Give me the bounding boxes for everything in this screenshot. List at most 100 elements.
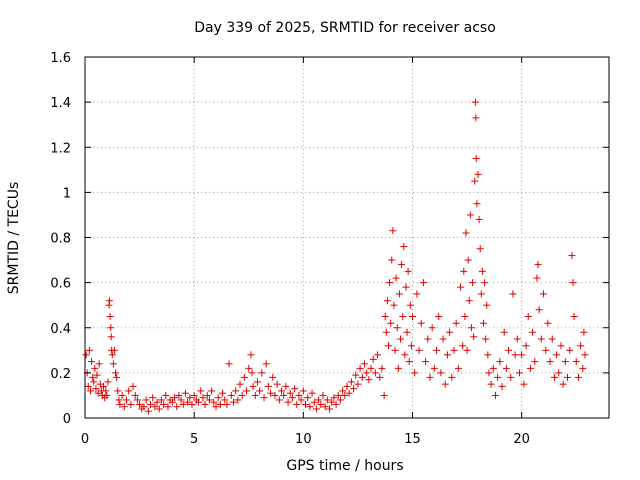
data-point: [479, 319, 487, 327]
data-point: [208, 387, 216, 395]
data-point: [160, 400, 168, 408]
data-point: [369, 355, 377, 363]
data-point: [387, 319, 395, 327]
data-point: [382, 328, 390, 336]
y-tick-label: 1: [63, 186, 71, 201]
data-point: [330, 394, 338, 402]
data-point: [454, 364, 462, 372]
data-point: [248, 369, 256, 377]
data-point: [310, 398, 318, 406]
data-point: [92, 385, 100, 393]
data-point: [275, 396, 283, 404]
x-tick-label: 0: [81, 432, 89, 447]
data-point: [302, 400, 310, 408]
data-point: [147, 400, 154, 408]
data-point: [115, 396, 123, 404]
data-point: [312, 405, 320, 413]
data-point: [404, 267, 412, 275]
data-point: [417, 319, 425, 327]
data-point: [299, 387, 307, 395]
data-point: [574, 373, 582, 381]
data-point: [273, 380, 281, 388]
data-point: [181, 389, 189, 397]
data-point: [475, 215, 483, 223]
data-point: [264, 382, 272, 390]
data-point: [533, 274, 541, 282]
data-point: [91, 364, 99, 372]
data-point: [526, 364, 534, 372]
data-point: [86, 387, 94, 395]
data-series-srmtid: [82, 98, 589, 415]
data-point: [537, 335, 545, 343]
data-point: [341, 391, 349, 399]
data-point: [114, 387, 122, 395]
data-point: [579, 364, 587, 372]
data-point: [401, 351, 409, 359]
data-point: [195, 398, 203, 406]
data-point: [102, 387, 110, 395]
data-point: [580, 328, 588, 336]
data-point: [544, 319, 552, 327]
x-axis-title: GPS time / hours: [286, 458, 403, 474]
data-point: [129, 382, 137, 390]
data-point: [511, 351, 519, 359]
data-point: [151, 403, 159, 411]
data-point: [518, 351, 526, 359]
data-point: [465, 297, 473, 305]
data-point: [247, 351, 255, 359]
data-point: [107, 333, 115, 341]
data-point: [262, 360, 270, 368]
x-tick-label: 15: [404, 432, 421, 447]
data-point: [441, 380, 449, 388]
data-point: [153, 398, 161, 406]
data-point: [469, 279, 477, 287]
data-point: [381, 312, 389, 320]
data-point: [570, 312, 578, 320]
data-point: [482, 335, 490, 343]
data-point: [374, 351, 382, 359]
data-point: [157, 396, 165, 404]
data-point: [428, 324, 436, 332]
data-point: [448, 373, 456, 381]
data-point: [201, 400, 209, 408]
data-point: [93, 371, 101, 379]
data-point: [553, 351, 561, 359]
chart-title: Day 339 of 2025, SRMTID for receiver acs…: [194, 20, 496, 36]
data-point: [155, 405, 163, 413]
data-point: [188, 400, 196, 408]
data-point: [253, 378, 261, 386]
data-point: [120, 403, 128, 411]
data-point: [371, 369, 379, 377]
data-point: [184, 398, 192, 406]
data-point: [472, 155, 480, 163]
data-point: [162, 391, 170, 399]
data-point: [435, 312, 443, 320]
data-point: [403, 328, 411, 336]
data-point: [100, 382, 108, 390]
data-point: [484, 351, 492, 359]
data-point: [234, 396, 242, 404]
data-point: [104, 378, 112, 386]
data-point: [352, 371, 360, 379]
data-point: [245, 364, 253, 372]
data-point: [413, 290, 421, 298]
data-point: [144, 407, 152, 415]
data-point: [393, 324, 401, 332]
data-point: [555, 369, 563, 377]
data-point: [205, 396, 213, 404]
data-point: [306, 403, 314, 411]
data-point: [561, 358, 569, 366]
data-point: [446, 328, 454, 336]
data-point: [491, 391, 499, 399]
data-point: [566, 346, 574, 354]
data-point: [443, 351, 451, 359]
data-point: [391, 346, 399, 354]
data-point: [223, 400, 231, 408]
data-point: [470, 333, 478, 341]
data-point: [402, 283, 410, 291]
y-axis: 0 0.2 0.4 0.6 0.8 1 1.2 1.4 1.6: [50, 51, 609, 427]
data-point: [568, 252, 576, 260]
data-point: [509, 290, 517, 298]
data-point: [256, 387, 264, 395]
